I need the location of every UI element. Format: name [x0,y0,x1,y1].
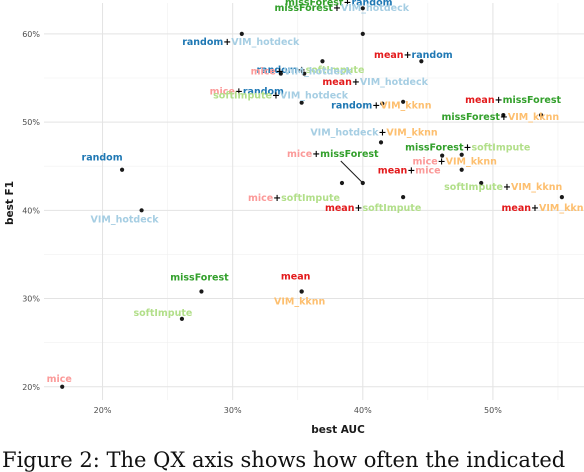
label-random+softImpute: random+softImpute [257,65,365,76]
label-missForest+VIM_hotdeck: missForest+VIM_hotdeck [275,3,410,14]
label-mean: mean [281,271,311,282]
point-softImpute+VIM_hotdeck [299,100,304,105]
point-random+softImpute [320,59,325,64]
label-mice: mice [47,374,72,385]
point-VIM_hotdeck [139,208,144,213]
x-tick-label: 20% [94,406,112,415]
label-softImpute+VIM_hotdeck: softImpute+VIM_hotdeck [213,91,349,102]
axis-ticks: 20% 30% 40% 50% 20% 30% 40% 50% 60% [22,30,502,415]
data-points [60,6,564,389]
label-missForest+random: missForest+random [285,0,393,8]
point-mice [60,384,65,389]
x-tick-label: 40% [354,406,372,415]
point-mean+softImpute [401,194,406,200]
point-missForest+softImpute [459,152,464,157]
y-axis-title: best F1 [4,181,16,225]
y-tick-label: 50% [22,118,40,127]
label-missForest: missForest [170,272,229,283]
point-missForest [199,289,204,294]
label-random+VIM_kknn: random+VIM_kknn [331,101,432,112]
leader-lines [340,160,364,184]
label-mean+VIM_kknn: mean+VIM_kknn [501,203,584,214]
label-random+VIM_hotdeck: random+VIM_hotdeck [182,37,300,48]
y-tick-label: 30% [22,295,40,304]
label-mean+random: mean+random [374,50,453,61]
point-mean+random [419,59,424,64]
y-tick-label: 60% [22,30,40,39]
label-mice+random: mice+random [210,87,284,98]
grid-lines [44,3,584,400]
x-tick-label: 30% [224,406,242,415]
label-missForest+VIM_kknn: missForest+VIM_kknn [441,112,559,123]
y-tick-label: 20% [22,383,40,392]
x-axis-title: best AUC [311,424,365,436]
label-mean+missForest: mean+missForest [465,95,561,106]
label-mice+VIM_hotdeck: mice+VIM_hotdeck [251,67,353,78]
point-mice+VIM_kknn [459,167,464,172]
point-labels: missForest+randommissForest+VIM_hotdeckr… [47,0,584,385]
y-tick-label: 40% [22,206,40,215]
point-mice+random [278,71,283,76]
point-mice+VIM_hotdeck [302,71,307,76]
point-missForest+VIM_kknn [501,112,506,118]
label-mean+softImpute: mean+softImpute [325,203,421,214]
label-VIM_kknn: VIM_kknn [274,296,325,307]
point-missForest+random [360,6,365,11]
label-mice+softImpute: mice+softImpute [248,193,340,204]
point-mean+VIM_hotdeck [401,99,406,104]
point-softImpute+VIM_kknn [479,180,484,186]
point-softImpute [179,316,185,321]
point-mice+missForest [360,180,365,186]
point-random+VIM_hotdeck [239,31,244,36]
label-VIM_hotdeck: VIM_hotdeck [91,214,160,225]
label-softImpute+VIM_kknn: softImpute+VIM_kknn [444,182,562,193]
label-VIM_hotdeck+VIM_kknn: VIM_hotdeck+VIM_kknn [310,127,438,138]
x-tick-label: 50% [484,406,502,415]
point-mean+missForest [538,112,544,118]
point-missForest+VIM_hotdeck [360,31,365,36]
label-mean+mice: mean+mice [378,166,441,177]
point-VIM_hotdeck+VIM_kknn [378,140,384,145]
label-random: random [82,153,123,164]
label-mice+VIM_kknn: mice+VIM_kknn [412,157,497,168]
point-random+VIM_kknn [380,101,385,106]
label-missForest+softImpute: missForest+softImpute [405,143,530,154]
label-mean+VIM_hotdeck: mean+VIM_hotdeck [322,77,428,88]
point-mice+softImpute [339,180,345,186]
point-random [119,167,125,172]
point-VIM_kknn [299,289,304,294]
label-softImpute: softImpute [134,308,193,319]
figure-caption: Figure 2: The QX axis shows how often th… [2,448,566,472]
point-mean+mice [440,153,445,158]
leader-mice+missForest [340,160,364,184]
label-mice+missForest: mice+missForest [287,149,379,160]
point-mean+VIM_kknn [559,194,564,200]
